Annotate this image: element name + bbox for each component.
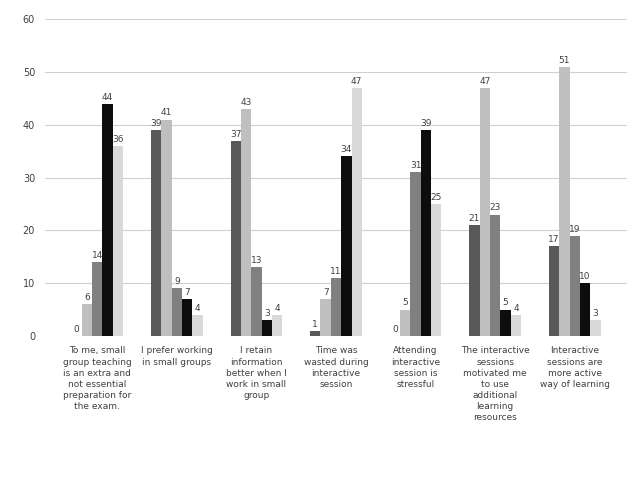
Text: 0: 0 [74, 325, 79, 334]
Bar [469, 225, 480, 336]
Text: 51: 51 [559, 56, 570, 65]
Text: 4: 4 [513, 304, 519, 313]
Text: 41: 41 [161, 108, 172, 118]
Text: 6: 6 [84, 293, 90, 302]
Bar [331, 278, 341, 336]
Bar [92, 262, 102, 336]
Text: 7: 7 [184, 288, 190, 297]
Text: 25: 25 [431, 193, 442, 202]
Text: 23: 23 [490, 204, 501, 213]
Bar [420, 130, 431, 336]
Bar [262, 320, 272, 336]
Bar [113, 146, 123, 336]
Text: 9: 9 [174, 277, 180, 287]
Bar [182, 299, 192, 336]
Bar [272, 315, 282, 336]
Text: 14: 14 [92, 251, 103, 260]
Bar [431, 204, 442, 336]
Text: 34: 34 [340, 145, 352, 155]
Bar [252, 267, 262, 336]
Bar [480, 88, 490, 336]
Text: 37: 37 [230, 130, 241, 139]
Bar [341, 156, 351, 336]
Text: 47: 47 [351, 77, 362, 86]
Text: 36: 36 [112, 135, 124, 144]
Bar [172, 288, 182, 336]
Text: 3: 3 [264, 309, 269, 318]
Text: 1: 1 [312, 320, 318, 329]
Text: 3: 3 [593, 309, 598, 318]
Bar [400, 310, 410, 336]
Bar [151, 130, 161, 336]
Bar [410, 172, 420, 336]
Bar [549, 246, 559, 336]
Bar [241, 109, 252, 336]
Text: 44: 44 [102, 93, 113, 102]
Bar [351, 88, 362, 336]
Bar [321, 299, 331, 336]
Text: 47: 47 [479, 77, 491, 86]
Text: 4: 4 [195, 304, 200, 313]
Bar [570, 236, 580, 336]
Bar [590, 320, 601, 336]
Bar [511, 315, 521, 336]
Text: 21: 21 [469, 214, 480, 223]
Text: 7: 7 [323, 288, 328, 297]
Text: 11: 11 [330, 267, 342, 276]
Bar [82, 304, 92, 336]
Text: 0: 0 [392, 325, 398, 334]
Bar [500, 310, 511, 336]
Text: 13: 13 [251, 256, 262, 265]
Text: 4: 4 [275, 304, 280, 313]
Text: 39: 39 [420, 119, 432, 128]
Bar [580, 283, 590, 336]
Text: 43: 43 [241, 98, 252, 107]
Bar [230, 141, 241, 336]
Text: 10: 10 [579, 272, 591, 281]
Text: 5: 5 [502, 299, 508, 308]
Text: 17: 17 [548, 235, 560, 244]
Text: 39: 39 [150, 119, 162, 128]
Bar [102, 104, 113, 336]
Text: 31: 31 [410, 161, 421, 170]
Text: 19: 19 [569, 225, 580, 234]
Bar [559, 67, 570, 336]
Bar [310, 331, 321, 336]
Bar [192, 315, 203, 336]
Bar [161, 120, 172, 336]
Bar [490, 215, 500, 336]
Text: 5: 5 [403, 299, 408, 308]
